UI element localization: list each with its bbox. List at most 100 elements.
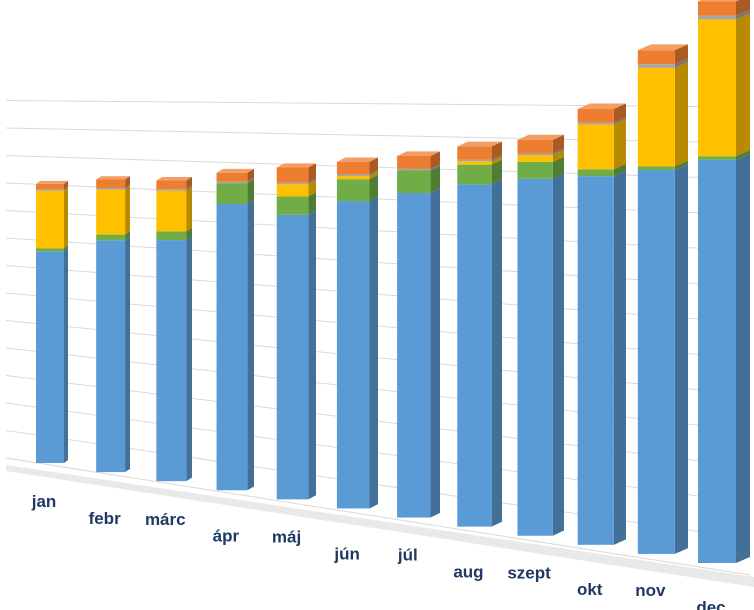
bar-segment (457, 184, 492, 527)
bar-segment (698, 15, 736, 20)
bar-segment (517, 153, 553, 156)
bar-segment-side (736, 9, 750, 20)
bar-segment (577, 169, 614, 177)
bar-stack-6 (397, 151, 440, 518)
bar-segment-side (64, 186, 68, 191)
chart-floor (6, 465, 754, 587)
bar-stack-0 (36, 180, 68, 463)
bar-segment-side (186, 187, 192, 232)
bar-stack-2 (156, 177, 192, 482)
bar-segment (698, 19, 736, 157)
bar-stack-1 (96, 176, 130, 473)
bar-segment-side (369, 157, 378, 175)
bar-top (36, 180, 68, 184)
bar-segment (336, 174, 370, 176)
x-tick-label: jan (31, 492, 57, 511)
x-tick-label: febr (89, 509, 122, 528)
bar-segment-side (613, 163, 626, 177)
bar-segment (96, 189, 126, 235)
bar-stack-9 (577, 103, 626, 545)
bar-segment-side (247, 200, 254, 491)
bar-segment (698, 159, 736, 564)
bar-segment (36, 183, 64, 190)
bar-segment-side (430, 165, 440, 193)
bar-segment-side (125, 176, 130, 188)
bar-segment-side (613, 103, 626, 123)
bar-segment (336, 161, 370, 175)
bar-segment-side (674, 44, 688, 65)
bar-segment (156, 189, 187, 191)
bar-segment-side (369, 174, 378, 202)
bar-segment-side (186, 227, 192, 241)
bar-segment (156, 240, 187, 482)
bar-segment-side (736, 13, 750, 157)
bar-segment-side (491, 179, 502, 527)
bar-segment (397, 170, 431, 193)
bar-stack-8 (517, 134, 564, 536)
bar-top (698, 0, 740, 2)
bar-segment (397, 168, 431, 171)
bar-segment (276, 184, 309, 197)
bar-segment (577, 124, 614, 170)
bar-segment (276, 182, 309, 185)
bar-segment-side (674, 58, 688, 68)
bar-top (96, 176, 130, 180)
x-tick-label: júl (397, 545, 418, 564)
bar-segment (36, 189, 64, 191)
x-tick-label: márc (145, 510, 186, 529)
bar-segment (96, 240, 126, 473)
bar-segment-side (491, 159, 502, 185)
bar-segment-side (552, 173, 564, 536)
bar-top (637, 44, 688, 51)
bar-segment-side (674, 160, 688, 170)
bar-segment-side (674, 62, 688, 167)
bar-segment (577, 176, 614, 545)
bar-top (457, 141, 502, 147)
bar-segment (517, 161, 553, 179)
bar-segment (517, 178, 553, 536)
bar-segment-side (125, 236, 130, 473)
bar-segment (216, 172, 248, 182)
bar-segment-side (430, 164, 440, 171)
bar-segment-side (369, 170, 378, 176)
bar-top (397, 151, 440, 157)
bar-segment-side (125, 186, 130, 235)
bar-segment (637, 169, 675, 554)
bar-segment (517, 139, 553, 154)
bar-segment (637, 67, 675, 167)
x-tick-label: szept (507, 563, 551, 582)
bar-segment-side (552, 156, 564, 179)
bar-segment-side (308, 180, 316, 197)
bar-segment-side (552, 149, 564, 162)
bar-segment-side (369, 196, 378, 509)
bar-segment (577, 122, 614, 125)
bar-segment (637, 50, 675, 65)
bar-segment-side (491, 156, 502, 165)
bar-segment (637, 166, 675, 170)
bar-segment-side (369, 171, 378, 180)
x-tick-label: jún (333, 545, 360, 564)
bar-segment (397, 192, 431, 518)
bar-top (156, 177, 192, 181)
bar-segment (276, 196, 309, 215)
bar-segment-side (613, 119, 626, 170)
bar-segment-side (308, 210, 316, 500)
bar-segment (276, 167, 309, 183)
bar-segment (517, 155, 553, 162)
bar-segment-side (64, 187, 68, 249)
bar-stack-11 (698, 0, 750, 564)
bar-segment-side (186, 236, 192, 482)
x-tick-label: okt (577, 580, 603, 599)
bar-segment (36, 251, 64, 463)
bar-segment (96, 187, 126, 190)
bar-top (517, 134, 564, 140)
bar-segment (457, 161, 492, 165)
bar-segment-side (552, 134, 564, 154)
bar-segment (36, 248, 64, 252)
bar-segment-side (186, 177, 192, 190)
bar-segment (457, 146, 492, 160)
bar-segment-side (674, 164, 688, 554)
bar-segment (156, 190, 187, 232)
